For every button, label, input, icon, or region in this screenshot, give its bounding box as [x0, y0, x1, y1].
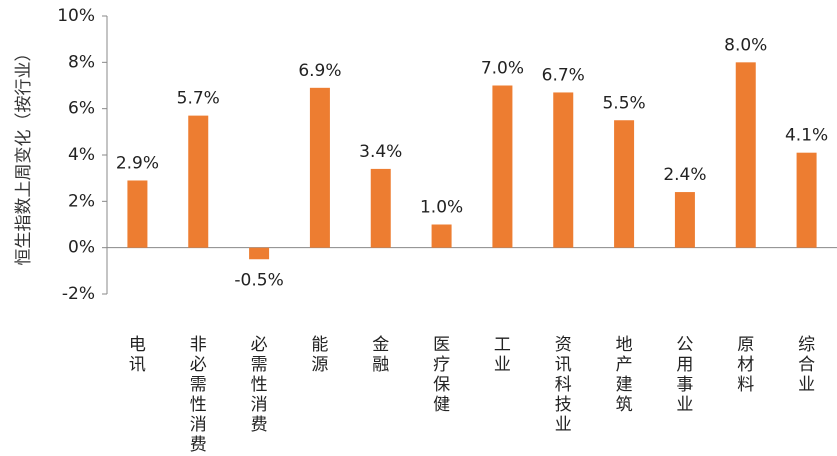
category-label: 非必需性消费 [190, 335, 207, 455]
data-label: 5.5% [602, 93, 645, 113]
y-tick-label: 8% [68, 52, 95, 72]
data-label: 8.0% [724, 35, 767, 55]
y-tick-label: -2% [62, 284, 95, 304]
y-tick-label: 6% [68, 99, 95, 119]
bar [370, 168, 391, 248]
category-label: 能源 [311, 335, 328, 375]
bar [188, 115, 209, 248]
data-label: -0.5% [234, 270, 283, 290]
y-tick-label: 0% [68, 238, 95, 258]
y-tick-label: 2% [68, 191, 95, 211]
bar [674, 192, 695, 248]
bars [127, 62, 817, 260]
category-labels: 电讯 非必需性消费 必需性消费 能源 金融 医疗保健 工业 资讯科技业 地产建筑 公用事业 原材料 综… [129, 335, 815, 455]
category-label: 公用事业 [676, 335, 693, 415]
y-axis: -2% 0% 2% 4% 6% 8% 10% [57, 6, 107, 304]
category-label: 工业 [494, 335, 511, 375]
bar [127, 180, 148, 248]
bar [614, 120, 635, 248]
data-label: 4.1% [785, 126, 828, 146]
category-label: 资讯科技业 [555, 335, 572, 435]
category-label: 电讯 [129, 335, 146, 375]
data-label: 6.7% [542, 65, 585, 85]
data-labels: 2.9% 5.7% -0.5% 6.9% 3.4% 1.0% 7.0% 6.7% 5.5% 2.4… [116, 35, 828, 290]
y-axis-title: 恒生指数上周变化（按行业） [14, 45, 34, 266]
data-label: 2.9% [116, 153, 159, 173]
bar [431, 224, 452, 248]
bar [553, 92, 574, 248]
data-label: 3.4% [359, 142, 402, 162]
category-label: 金融 [372, 335, 389, 375]
data-label: 6.9% [298, 61, 341, 81]
data-label: 5.7% [177, 89, 220, 109]
data-label: 2.4% [663, 165, 706, 185]
category-label: 必需性消费 [251, 335, 268, 435]
data-label: 7.0% [481, 59, 524, 79]
bar [309, 87, 330, 248]
y-tick-label: 4% [68, 145, 95, 165]
bar [796, 152, 817, 248]
bar [735, 62, 756, 248]
category-label: 原材料 [737, 335, 754, 395]
data-label: 1.0% [420, 198, 463, 218]
category-label: 地产建筑 [616, 335, 633, 415]
category-label: 综合业 [798, 335, 815, 395]
y-tick-label: 10% [57, 6, 95, 26]
bar [492, 85, 513, 248]
bar [249, 247, 270, 260]
category-label: 医疗保健 [433, 335, 450, 415]
